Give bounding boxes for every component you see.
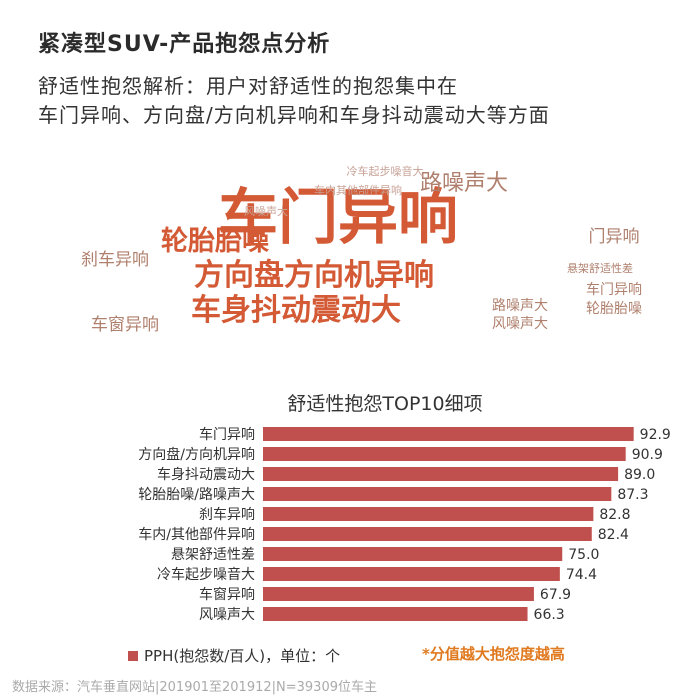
cloud-word: 轮胎胎噪 — [586, 301, 642, 317]
subtitle-line-1: 舒适性抱怨解析：用户对舒适性的抱怨集中在 — [38, 74, 458, 98]
bar — [263, 467, 619, 481]
source-text: 数据来源：汽车垂直网站|201901至201912|N=39309位车主 — [12, 680, 377, 695]
category-label: 方向盘/方向机异响 — [138, 446, 255, 463]
cloud-word: 悬架舒适性差 — [567, 261, 633, 275]
category-label: 冷车起步噪音大 — [157, 566, 255, 583]
bar — [263, 527, 592, 541]
value-label: 67.9 — [540, 587, 571, 603]
value-label: 90.9 — [632, 447, 663, 463]
cloud-word: 方向盘方向机异响 — [194, 258, 434, 293]
page-title: 紧凑型SUV-产品抱怨点分析 — [38, 32, 331, 57]
category-label: 轮胎胎噪/路噪声大 — [138, 487, 255, 503]
cloud-word: 风噪声大 — [492, 316, 548, 332]
cloud-word: 车门异响 — [218, 183, 458, 253]
cloud-word: 门异响 — [589, 227, 640, 247]
category-label: 悬架舒适性差 — [171, 547, 255, 563]
value-label: 92.9 — [640, 427, 671, 443]
subtitle-line-2: 车门异响、方向盘/方向机异响和车身抖动震动大等方面 — [38, 103, 550, 127]
bar — [263, 547, 563, 561]
cloud-word: 轮胎胎噪 — [161, 226, 269, 257]
bar — [263, 567, 560, 581]
chart-title: 舒适性抱怨TOP10细项 — [287, 393, 482, 415]
subtitle: 舒适性抱怨解析：用户对舒适性的抱怨集中在 车门异响、方向盘/方向机异响和车身抖动… — [38, 72, 550, 130]
chart-legend: PPH(抱怨数/百人)，单位：个 — [128, 645, 340, 666]
value-label: 66.3 — [534, 607, 565, 623]
category-label: 车窗异响 — [199, 586, 255, 603]
bar — [263, 487, 612, 501]
category-label: 车身抖动震动大 — [157, 466, 255, 483]
legend-label: PPH(抱怨数/百人)，单位：个 — [144, 647, 341, 665]
cloud-word: 车窗异响 — [91, 315, 159, 335]
value-label: 75.0 — [568, 547, 599, 563]
value-label: 82.8 — [599, 507, 630, 523]
bar — [263, 607, 528, 621]
legend-swatch — [128, 650, 138, 661]
bar-chart: 舒适性抱怨TOP10细项 车门异响 92.9 方向盘/方向机异响 90.9 车身抖动震动… — [138, 393, 671, 623]
category-label: 刹车异响 — [199, 506, 255, 523]
value-label: 82.4 — [598, 527, 629, 543]
cloud-word: 车身抖动震动大 — [191, 293, 401, 328]
cloud-word: 路噪声大 — [492, 298, 548, 314]
cloud-word: 路噪声大 — [420, 171, 508, 196]
cloud-word: 刹车异响 — [81, 250, 149, 270]
bar — [263, 427, 634, 441]
cloud-word: 车内其他部件异响 — [314, 183, 402, 197]
bar — [263, 507, 594, 521]
cloud-word: 冷车起步噪音大 — [347, 164, 424, 178]
cloud-word: 风噪声大 — [244, 204, 288, 218]
cloud-word: 车门异响 — [586, 281, 642, 298]
category-label: 车内/其他部件异响 — [138, 526, 255, 543]
category-label: 车门异响 — [199, 426, 255, 443]
word-cloud: 车门异响车身抖动震动大方向盘方向机异响轮胎胎噪路噪声大刹车异响车窗异响门异响路噪… — [81, 164, 642, 335]
bar — [263, 447, 626, 461]
bar — [263, 587, 534, 601]
value-label: 74.4 — [566, 567, 597, 583]
value-label: 87.3 — [617, 487, 648, 503]
note-text: *分值越大抱怨度越高 — [422, 645, 565, 663]
value-label: 89.0 — [624, 467, 655, 483]
category-label: 风噪声大 — [199, 607, 255, 623]
